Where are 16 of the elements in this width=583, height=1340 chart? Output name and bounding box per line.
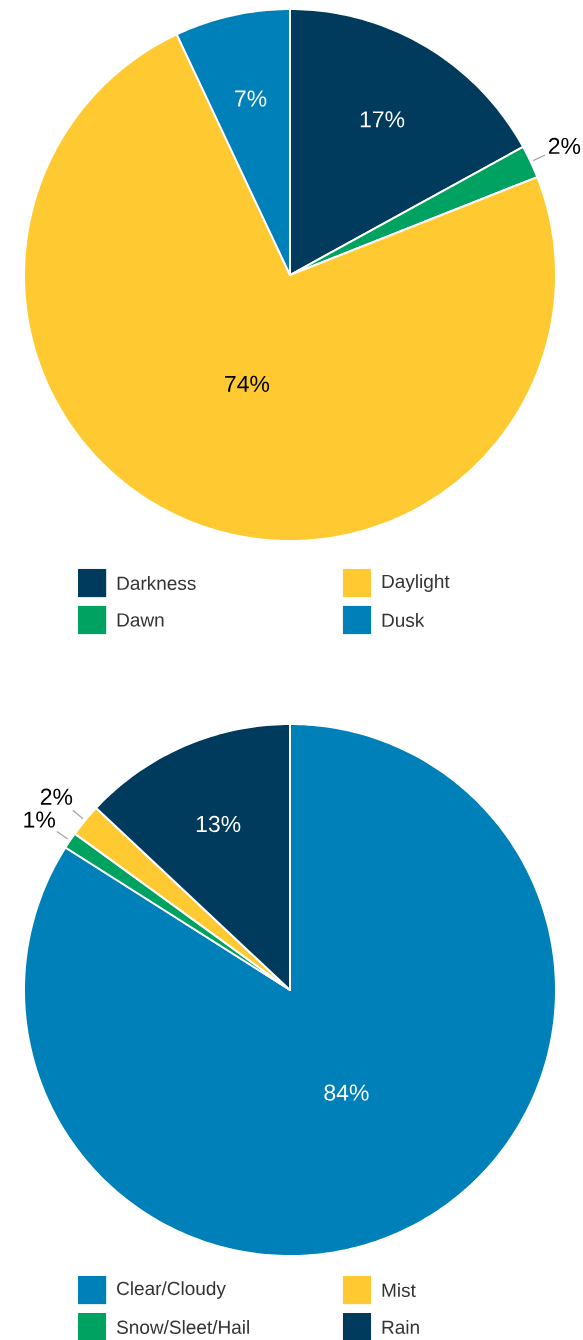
legend-label: Rain — [382, 1320, 419, 1334]
data-label: 17% — [360, 111, 405, 128]
data-label: 74% — [225, 375, 270, 392]
legend-label: Dawn — [117, 613, 164, 627]
data-label: 1% — [24, 811, 55, 828]
legend-label: Dusk — [382, 613, 425, 627]
data-label: 2% — [40, 788, 73, 805]
data-label: 7% — [235, 90, 267, 107]
data-label: 84% — [324, 1084, 369, 1101]
legend-label: Darkness — [117, 576, 196, 591]
data-label: 2% — [548, 137, 581, 154]
legend-label: Mist — [382, 1283, 416, 1298]
legend-label: Clear/Cloudy — [117, 1281, 226, 1299]
data-label: 13% — [196, 815, 241, 833]
legend-label: Snow/Sleet/Hail — [116, 1320, 249, 1334]
legend-label: Daylight — [382, 574, 450, 592]
